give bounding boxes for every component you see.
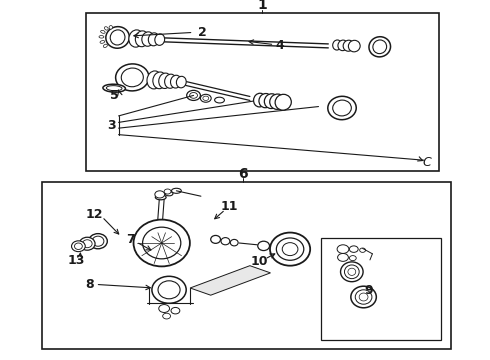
Circle shape	[164, 189, 171, 194]
Ellipse shape	[100, 31, 105, 33]
Ellipse shape	[121, 68, 144, 87]
Text: 3: 3	[107, 119, 116, 132]
Ellipse shape	[153, 72, 167, 89]
Ellipse shape	[143, 227, 181, 259]
Ellipse shape	[270, 94, 285, 109]
Text: 1: 1	[257, 0, 267, 12]
Ellipse shape	[373, 40, 387, 54]
Bar	[42, 182, 451, 349]
Text: 8: 8	[85, 278, 94, 291]
Circle shape	[171, 307, 180, 314]
Text: 2: 2	[197, 26, 206, 39]
Ellipse shape	[328, 96, 356, 120]
Circle shape	[360, 248, 366, 252]
Text: 4: 4	[276, 39, 285, 52]
Text: 7: 7	[126, 233, 135, 246]
Ellipse shape	[253, 93, 266, 107]
Circle shape	[203, 96, 209, 100]
Ellipse shape	[104, 27, 108, 30]
Ellipse shape	[165, 192, 173, 196]
Ellipse shape	[341, 262, 363, 282]
Ellipse shape	[152, 276, 186, 303]
Ellipse shape	[106, 86, 122, 91]
Ellipse shape	[270, 233, 310, 266]
Ellipse shape	[348, 40, 360, 52]
Text: 9: 9	[364, 284, 373, 297]
Ellipse shape	[264, 94, 279, 108]
Ellipse shape	[142, 32, 154, 46]
Ellipse shape	[338, 40, 348, 51]
Ellipse shape	[351, 286, 376, 308]
Ellipse shape	[133, 220, 190, 266]
Ellipse shape	[110, 30, 125, 45]
Ellipse shape	[275, 94, 292, 110]
Ellipse shape	[135, 31, 149, 47]
Ellipse shape	[333, 40, 342, 50]
Circle shape	[337, 245, 349, 253]
Circle shape	[159, 305, 170, 312]
Ellipse shape	[72, 241, 85, 252]
Bar	[321, 238, 441, 340]
Ellipse shape	[355, 290, 372, 304]
Circle shape	[187, 90, 200, 100]
Ellipse shape	[74, 243, 82, 249]
Text: C: C	[423, 156, 432, 169]
Ellipse shape	[100, 41, 105, 43]
Ellipse shape	[103, 84, 125, 92]
Ellipse shape	[211, 235, 220, 243]
Circle shape	[200, 94, 211, 102]
Text: 13: 13	[67, 255, 85, 267]
Ellipse shape	[79, 237, 95, 250]
Ellipse shape	[344, 265, 359, 279]
Ellipse shape	[230, 239, 238, 246]
Ellipse shape	[359, 293, 368, 301]
Ellipse shape	[258, 241, 270, 251]
Ellipse shape	[147, 71, 162, 89]
Ellipse shape	[109, 26, 113, 29]
Circle shape	[163, 313, 171, 319]
Ellipse shape	[103, 44, 107, 48]
Ellipse shape	[155, 34, 165, 45]
Ellipse shape	[165, 74, 176, 88]
Circle shape	[349, 256, 356, 261]
Text: 10: 10	[251, 255, 269, 268]
Ellipse shape	[276, 238, 304, 260]
Ellipse shape	[82, 240, 92, 248]
Ellipse shape	[215, 97, 224, 103]
Ellipse shape	[148, 33, 159, 46]
Ellipse shape	[171, 75, 181, 88]
Circle shape	[190, 93, 197, 98]
Text: 6: 6	[238, 167, 247, 180]
Text: 5: 5	[110, 89, 119, 102]
Ellipse shape	[99, 36, 104, 38]
Ellipse shape	[369, 37, 391, 57]
Ellipse shape	[176, 76, 186, 88]
Ellipse shape	[106, 27, 129, 48]
Ellipse shape	[92, 236, 104, 246]
Ellipse shape	[348, 268, 356, 275]
Circle shape	[155, 191, 165, 198]
Circle shape	[338, 253, 348, 261]
Ellipse shape	[116, 64, 149, 91]
Ellipse shape	[343, 40, 354, 51]
Ellipse shape	[172, 188, 181, 193]
Ellipse shape	[333, 100, 351, 116]
Polygon shape	[190, 266, 270, 295]
Ellipse shape	[155, 195, 166, 200]
Ellipse shape	[129, 30, 144, 47]
Circle shape	[349, 246, 358, 252]
Text: 12: 12	[85, 208, 103, 221]
Bar	[86, 13, 439, 171]
Ellipse shape	[259, 94, 272, 108]
Ellipse shape	[221, 238, 230, 245]
Ellipse shape	[89, 234, 107, 249]
Ellipse shape	[159, 73, 171, 89]
Ellipse shape	[282, 243, 298, 256]
Ellipse shape	[158, 281, 180, 299]
Text: 11: 11	[220, 201, 238, 213]
